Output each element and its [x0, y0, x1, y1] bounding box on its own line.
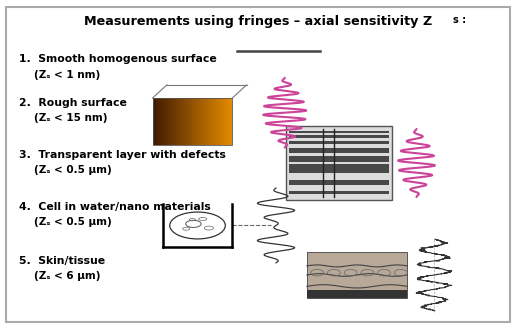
Bar	[224, 98, 227, 145]
Bar	[216, 98, 218, 145]
Bar	[153, 98, 154, 145]
Bar	[220, 98, 222, 145]
Bar	[176, 98, 179, 145]
Bar	[197, 98, 198, 145]
Bar	[212, 98, 214, 145]
Bar	[206, 98, 208, 145]
Text: (Zₛ < 15 nm): (Zₛ < 15 nm)	[34, 113, 108, 123]
Bar	[228, 98, 230, 145]
Bar	[160, 98, 163, 145]
Bar	[195, 98, 197, 145]
Bar	[154, 98, 156, 145]
Bar	[165, 98, 167, 145]
Bar	[174, 98, 176, 145]
Bar	[183, 98, 184, 145]
Bar	[307, 289, 407, 298]
Bar	[289, 141, 389, 144]
Bar	[214, 98, 216, 145]
Bar	[186, 98, 188, 145]
Bar	[307, 252, 407, 298]
Bar	[179, 98, 181, 145]
Bar	[289, 191, 389, 194]
Bar	[190, 98, 192, 145]
FancyBboxPatch shape	[6, 7, 510, 322]
Bar	[208, 98, 211, 145]
Bar	[172, 98, 174, 145]
Bar	[222, 98, 224, 145]
Bar	[192, 98, 195, 145]
Bar	[168, 98, 170, 145]
Text: 5.  Skin/tissue: 5. Skin/tissue	[19, 256, 105, 265]
Text: 3.  Transparent layer with defects: 3. Transparent layer with defects	[19, 150, 225, 160]
Bar	[204, 98, 206, 145]
Bar	[167, 98, 168, 145]
Bar	[211, 98, 212, 145]
Text: (Zₛ < 6 μm): (Zₛ < 6 μm)	[34, 271, 101, 281]
Bar	[202, 98, 204, 145]
Bar	[227, 98, 228, 145]
Bar	[218, 98, 220, 145]
Text: 4.  Cell in water/nano materials: 4. Cell in water/nano materials	[19, 202, 211, 212]
Bar	[289, 135, 389, 138]
Bar	[158, 98, 160, 145]
Bar	[156, 98, 158, 145]
Text: s :: s :	[453, 15, 465, 25]
Bar	[289, 165, 389, 173]
Bar	[198, 98, 200, 145]
Bar	[184, 98, 186, 145]
Bar	[188, 98, 190, 145]
Bar	[200, 98, 202, 145]
Bar	[153, 98, 232, 145]
Bar	[289, 180, 389, 185]
Bar	[230, 98, 232, 145]
Text: (Zₛ < 0.5 μm): (Zₛ < 0.5 μm)	[34, 217, 112, 227]
Bar	[289, 148, 389, 153]
Bar	[181, 98, 183, 145]
Bar	[163, 98, 165, 145]
Text: (Zₛ < 0.5 μm): (Zₛ < 0.5 μm)	[34, 165, 112, 175]
Bar	[289, 131, 389, 133]
Bar	[170, 98, 172, 145]
Text: 1.  Smooth homogenous surface: 1. Smooth homogenous surface	[19, 54, 216, 64]
Text: 2.  Rough surface: 2. Rough surface	[19, 98, 126, 108]
Text: (Zₛ < 1 nm): (Zₛ < 1 nm)	[34, 69, 101, 80]
Text: Measurements using fringes – axial sensitivity Z: Measurements using fringes – axial sensi…	[84, 15, 432, 28]
Bar	[289, 156, 389, 161]
Bar	[286, 126, 392, 200]
